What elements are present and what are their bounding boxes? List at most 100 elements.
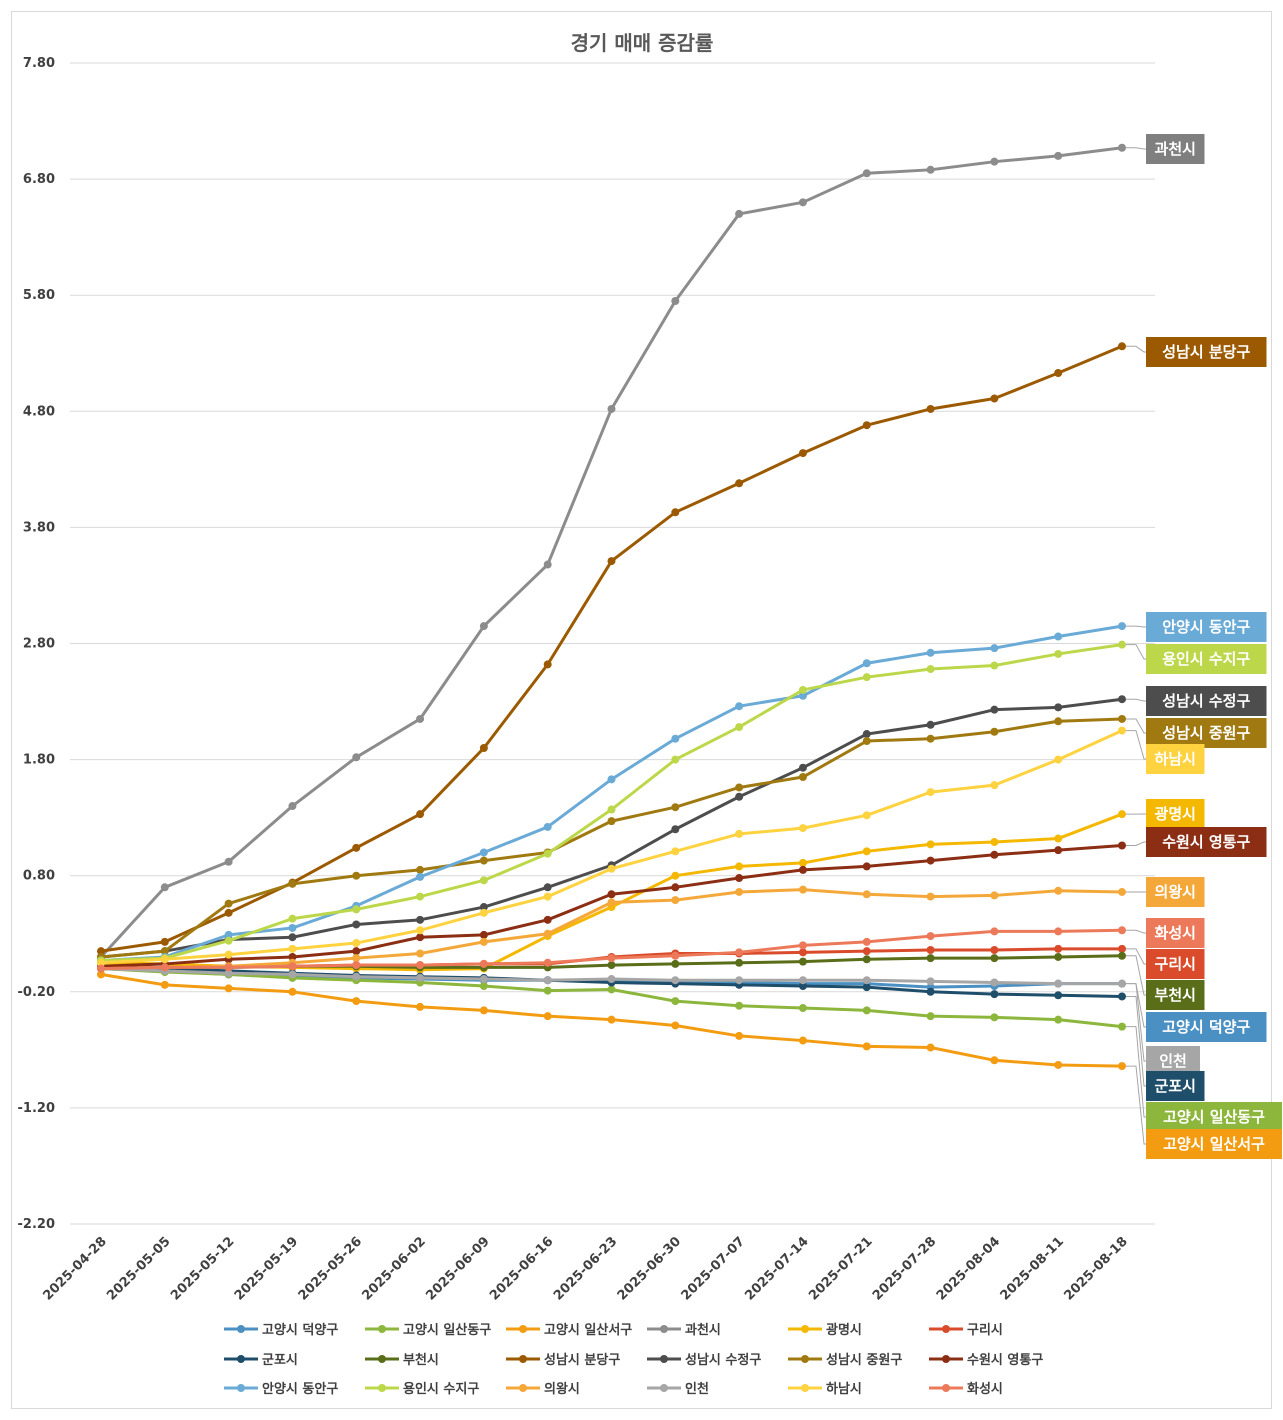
legend-item: 하남시 (788, 1381, 862, 1397)
data-point (798, 941, 807, 950)
end-label-text: 수원시 영통구 (1162, 833, 1250, 851)
data-point (798, 865, 807, 874)
x-axis-ticks: 2025-04-282025-05-052025-05-122025-05-19… (40, 1234, 1130, 1303)
legend-label: 구리시 (967, 1322, 1003, 1338)
data-point (1054, 368, 1063, 377)
data-point (862, 811, 871, 820)
data-point (735, 1031, 744, 1040)
data-point (1054, 632, 1063, 641)
data-point (160, 955, 169, 964)
data-point (862, 937, 871, 946)
end-label-text: 군포시 (1155, 1077, 1196, 1095)
data-point (1054, 717, 1063, 726)
data-point (926, 932, 935, 941)
end-label: 군포시 (1146, 1071, 1205, 1101)
end-label: 고양시 덕양구 (1146, 1012, 1267, 1042)
data-point (543, 1012, 552, 1021)
series-성남시-분당구 (97, 342, 1126, 956)
end-label-box (1146, 980, 1205, 1010)
data-point (352, 954, 361, 963)
end-label: 안양시 동안구 (1146, 612, 1267, 642)
series-line (100, 729, 1123, 965)
end-label-text: 용인시 수지구 (1162, 650, 1250, 668)
end-label-box (1146, 1102, 1282, 1132)
legend-label: 성남시 중원구 (826, 1352, 902, 1368)
data-point (1054, 649, 1063, 658)
chart-title: 경기 매매 증감률 (571, 31, 714, 55)
data-point (862, 890, 871, 899)
data-point (1054, 846, 1063, 855)
data-point (990, 157, 999, 166)
x-tick-label: 2025-07-14 (742, 1234, 811, 1303)
data-point (479, 908, 488, 917)
data-point (671, 803, 680, 812)
x-tick-label: 2025-08-04 (934, 1234, 1003, 1303)
data-point (352, 920, 361, 929)
legend-item: 구리시 (929, 1322, 1003, 1338)
data-point (607, 890, 616, 899)
series-과천시 (97, 143, 1126, 961)
data-point (990, 394, 999, 403)
end-label: 고양시 일산동구 (1146, 1102, 1282, 1132)
data-point (990, 927, 999, 936)
legend-swatch-marker (519, 1355, 527, 1363)
x-tick-label: 2025-04-28 (40, 1234, 109, 1303)
legend-label: 의왕시 (544, 1381, 580, 1397)
data-point (1118, 841, 1126, 850)
label-connector (1126, 841, 1146, 847)
legend-label: 안양시 동안구 (262, 1381, 338, 1397)
end-label-text: 고양시 일산서구 (1163, 1135, 1265, 1153)
data-point (1054, 952, 1063, 961)
legend-label: 수원시 영통구 (967, 1353, 1043, 1368)
legend-swatch-marker (237, 1355, 245, 1363)
data-point (735, 792, 744, 801)
data-point (926, 165, 935, 174)
end-label: 의왕시 (1146, 877, 1205, 907)
data-point (990, 1013, 999, 1022)
legend-label: 과천시 (685, 1323, 721, 1338)
legend-swatch-marker (378, 1355, 386, 1363)
data-point (416, 892, 425, 901)
legend-swatch-marker (942, 1325, 950, 1333)
data-point (352, 843, 361, 852)
data-point (416, 1002, 425, 1011)
data-point (352, 947, 361, 956)
end-label-text: 부천시 (1155, 986, 1196, 1004)
data-point (926, 1043, 935, 1052)
legend-item: 고양시 덕양구 (224, 1322, 338, 1338)
label-connector (1126, 147, 1146, 150)
end-label: 부천시 (1146, 980, 1205, 1010)
end-label: 과천시 (1146, 134, 1205, 164)
data-point (224, 950, 233, 959)
data-point (926, 946, 935, 955)
data-point (671, 847, 680, 856)
legend-swatch-marker (660, 1384, 668, 1392)
data-point (735, 887, 744, 896)
y-tick-label: -2.20 (18, 1217, 55, 1232)
data-point (671, 734, 680, 743)
legend-swatch-marker (378, 1325, 386, 1333)
data-point (416, 926, 425, 935)
data-point (862, 976, 871, 985)
data-point (862, 862, 871, 871)
data-point (607, 864, 616, 873)
data-point (1118, 887, 1126, 896)
legend-label: 성남시 수정구 (685, 1352, 761, 1368)
data-point (798, 957, 807, 966)
data-point (671, 297, 680, 306)
data-point (990, 946, 999, 955)
data-point (607, 961, 616, 970)
data-point (1118, 640, 1126, 649)
end-label-text: 하남시 (1155, 750, 1196, 768)
legend-label: 고양시 일산서구 (544, 1322, 632, 1338)
data-point (224, 984, 233, 993)
data-point (926, 720, 935, 729)
data-point (798, 858, 807, 867)
data-point (416, 973, 425, 982)
legend-swatch-marker (237, 1325, 245, 1333)
data-point (735, 723, 744, 732)
data-point (862, 169, 871, 178)
legend-label: 군포시 (262, 1353, 298, 1368)
